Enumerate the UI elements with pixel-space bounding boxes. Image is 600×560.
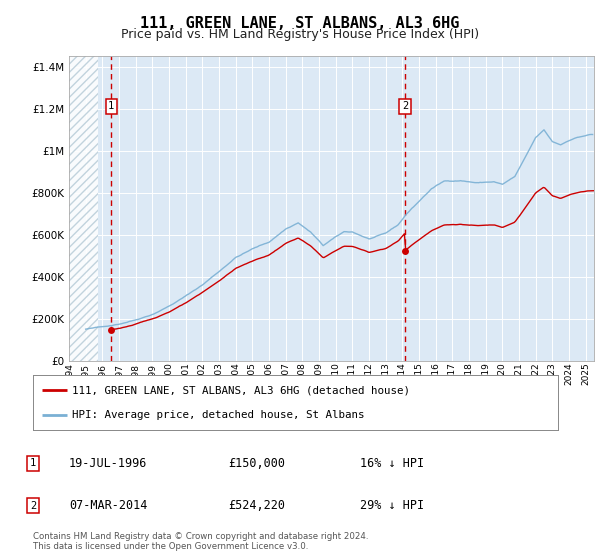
- Text: 111, GREEN LANE, ST ALBANS, AL3 6HG (detached house): 111, GREEN LANE, ST ALBANS, AL3 6HG (det…: [73, 385, 410, 395]
- Text: Price paid vs. HM Land Registry's House Price Index (HPI): Price paid vs. HM Land Registry's House …: [121, 28, 479, 41]
- Text: HPI: Average price, detached house, St Albans: HPI: Average price, detached house, St A…: [73, 410, 365, 420]
- Text: £150,000: £150,000: [228, 456, 285, 470]
- Text: 29% ↓ HPI: 29% ↓ HPI: [360, 499, 424, 512]
- Text: 1: 1: [30, 458, 36, 468]
- Text: Contains HM Land Registry data © Crown copyright and database right 2024.
This d: Contains HM Land Registry data © Crown c…: [33, 531, 368, 551]
- Text: 19-JUL-1996: 19-JUL-1996: [69, 456, 148, 470]
- Text: 16% ↓ HPI: 16% ↓ HPI: [360, 456, 424, 470]
- Bar: [69, 56, 98, 361]
- Text: 111, GREEN LANE, ST ALBANS, AL3 6HG: 111, GREEN LANE, ST ALBANS, AL3 6HG: [140, 16, 460, 31]
- Text: 1: 1: [108, 101, 115, 111]
- Text: 07-MAR-2014: 07-MAR-2014: [69, 499, 148, 512]
- Text: £524,220: £524,220: [228, 499, 285, 512]
- Text: 2: 2: [402, 101, 408, 111]
- Text: 2: 2: [30, 501, 36, 511]
